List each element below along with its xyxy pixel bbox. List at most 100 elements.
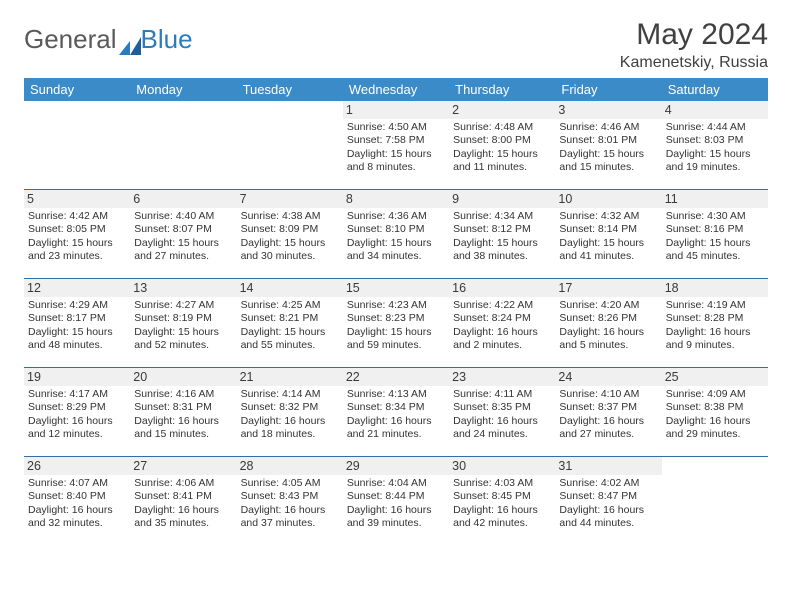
location-label: Kamenetskiy, Russia	[620, 54, 768, 72]
daylight-line: and 37 minutes.	[241, 517, 339, 530]
daylight-line: Daylight: 16 hours	[559, 504, 657, 517]
daylight-line: Daylight: 16 hours	[347, 504, 445, 517]
sunset-line: Sunset: 8:45 PM	[453, 490, 551, 503]
day-number: 23	[449, 368, 555, 386]
day-number: 18	[662, 279, 768, 297]
day-number: 7	[237, 190, 343, 208]
daylight-line: Daylight: 16 hours	[453, 415, 551, 428]
day-number: 1	[343, 101, 449, 119]
day-cell: 5Sunrise: 4:42 AMSunset: 8:05 PMDaylight…	[24, 190, 130, 278]
daylight-line: Daylight: 16 hours	[241, 415, 339, 428]
day-cell: 30Sunrise: 4:03 AMSunset: 8:45 PMDayligh…	[449, 457, 555, 545]
daylight-line: Daylight: 16 hours	[453, 326, 551, 339]
sunrise-line: Sunrise: 4:04 AM	[347, 477, 445, 490]
daylight-line: and 2 minutes.	[453, 339, 551, 352]
daylight-line: Daylight: 15 hours	[559, 237, 657, 250]
day-cell: .	[662, 457, 768, 545]
week-row: 5 Sunrise: 4:42 AMSunset: 8:05 PM Daylight…	[24, 190, 768, 278]
sunset-line: Sunset: 8:10 PM	[347, 223, 445, 236]
sunrise-line: Sunrise: 4:38 AM	[241, 210, 339, 223]
daylight-line: and 30 minutes.	[241, 250, 339, 263]
daylight-line: Daylight: 15 hours	[134, 237, 232, 250]
day-number: 6	[130, 190, 236, 208]
daylight-line: and 41 minutes.	[559, 250, 657, 263]
sunrise-line: Sunrise: 4:06 AM	[134, 477, 232, 490]
brand-mark-icon	[119, 31, 141, 49]
sunrise-line: Sunrise: 4:13 AM	[347, 388, 445, 401]
daylight-line: and 23 minutes.	[28, 250, 126, 263]
daylight-line: and 8 minutes.	[347, 161, 445, 174]
sunrise-line: Sunrise: 4:34 AM	[453, 210, 551, 223]
sunset-line: Sunset: 8:05 PM	[28, 223, 126, 236]
sunrise-line: Sunrise: 4:03 AM	[453, 477, 551, 490]
weekday-header-row: SundayMondayTuesdayWednesdayThursdayFrid…	[24, 78, 768, 101]
sunset-line: Sunset: 8:41 PM	[134, 490, 232, 503]
brand-logo: General Blue	[24, 24, 193, 55]
daylight-line: Daylight: 15 hours	[559, 148, 657, 161]
daylight-line: and 32 minutes.	[28, 517, 126, 530]
day-cell: 23Sunrise: 4:11 AMSunset: 8:35 PMDayligh…	[449, 368, 555, 456]
sunrise-line: Sunrise: 4:09 AM	[666, 388, 764, 401]
day-cell: 24Sunrise: 4:10 AMSunset: 8:37 PMDayligh…	[555, 368, 661, 456]
daylight-line: Daylight: 15 hours	[241, 237, 339, 250]
sunset-line: Sunset: 8:28 PM	[666, 312, 764, 325]
daylight-line: and 15 minutes.	[134, 428, 232, 441]
day-number: 17	[555, 279, 661, 297]
day-number: 15	[343, 279, 449, 297]
daylight-line: Daylight: 15 hours	[347, 148, 445, 161]
sunset-line: Sunset: 8:34 PM	[347, 401, 445, 414]
day-cell: 28Sunrise: 4:05 AMSunset: 8:43 PMDayligh…	[237, 457, 343, 545]
weekday-header: Monday	[130, 78, 236, 101]
sunrise-line: Sunrise: 4:44 AM	[666, 121, 764, 134]
sunset-line: Sunset: 8:03 PM	[666, 134, 764, 147]
calendar-page: General Blue May 2024 Kamenetskiy, Russi…	[0, 0, 792, 557]
daylight-line: Daylight: 16 hours	[666, 415, 764, 428]
weekday-header: Saturday	[662, 78, 768, 101]
sunrise-line: Sunrise: 4:50 AM	[347, 121, 445, 134]
daylight-line: and 18 minutes.	[241, 428, 339, 441]
day-cell: 8Sunrise: 4:36 AMSunset: 8:10 PMDaylight…	[343, 190, 449, 278]
day-number: 27	[130, 457, 236, 475]
day-cell: 12Sunrise: 4:29 AMSunset: 8:17 PMDayligh…	[24, 279, 130, 367]
daylight-line: and 9 minutes.	[666, 339, 764, 352]
daylight-line: Daylight: 15 hours	[28, 326, 126, 339]
sunset-line: Sunset: 8:17 PM	[28, 312, 126, 325]
daylight-line: Daylight: 16 hours	[28, 504, 126, 517]
daylight-line: and 12 minutes.	[28, 428, 126, 441]
day-cell: 10Sunrise: 4:32 AMSunset: 8:14 PMDayligh…	[555, 190, 661, 278]
daylight-line: and 42 minutes.	[453, 517, 551, 530]
sunrise-line: Sunrise: 4:46 AM	[559, 121, 657, 134]
daylight-line: and 11 minutes.	[453, 161, 551, 174]
weekday-header: Thursday	[449, 78, 555, 101]
daylight-line: and 55 minutes.	[241, 339, 339, 352]
day-number: 3	[555, 101, 661, 119]
sunrise-line: Sunrise: 4:42 AM	[28, 210, 126, 223]
day-number: 25	[662, 368, 768, 386]
day-cell: 31Sunrise: 4:02 AMSunset: 8:47 PMDayligh…	[555, 457, 661, 545]
day-number: 31	[555, 457, 661, 475]
sunset-line: Sunset: 8:19 PM	[134, 312, 232, 325]
day-number: 5	[24, 190, 130, 208]
day-cell: 27 Sunrise: 4:06 AMSunset: 8:41 PMDayligh…	[130, 457, 236, 545]
day-number: 2	[449, 101, 555, 119]
day-number: 22	[343, 368, 449, 386]
brand-part1: General	[24, 24, 117, 55]
day-number: 30	[449, 457, 555, 475]
daylight-line: and 34 minutes.	[347, 250, 445, 263]
day-number: 8	[343, 190, 449, 208]
daylight-line: Daylight: 15 hours	[134, 326, 232, 339]
daylight-line: Daylight: 16 hours	[134, 504, 232, 517]
daylight-line: Daylight: 16 hours	[559, 415, 657, 428]
page-header: General Blue May 2024 Kamenetskiy, Russi…	[24, 18, 768, 72]
sunrise-line: Sunrise: 4:17 AM	[28, 388, 126, 401]
sunset-line: Sunset: 8:32 PM	[241, 401, 339, 414]
sunset-line: Sunset: 8:12 PM	[453, 223, 551, 236]
daylight-line: Daylight: 15 hours	[347, 237, 445, 250]
daylight-line: and 24 minutes.	[453, 428, 551, 441]
week-row: ...1Sunrise: 4:50 AMSunset: 7:58 PMDayli…	[24, 101, 768, 189]
sunrise-line: Sunrise: 4:32 AM	[559, 210, 657, 223]
day-cell: 11Sunrise: 4:30 AMSunset: 8:16 PMDayligh…	[662, 190, 768, 278]
day-cell: 2Sunrise: 4:48 AMSunset: 8:00 PMDaylight…	[449, 101, 555, 189]
day-number: 28	[237, 457, 343, 475]
sunset-line: Sunset: 8:35 PM	[453, 401, 551, 414]
